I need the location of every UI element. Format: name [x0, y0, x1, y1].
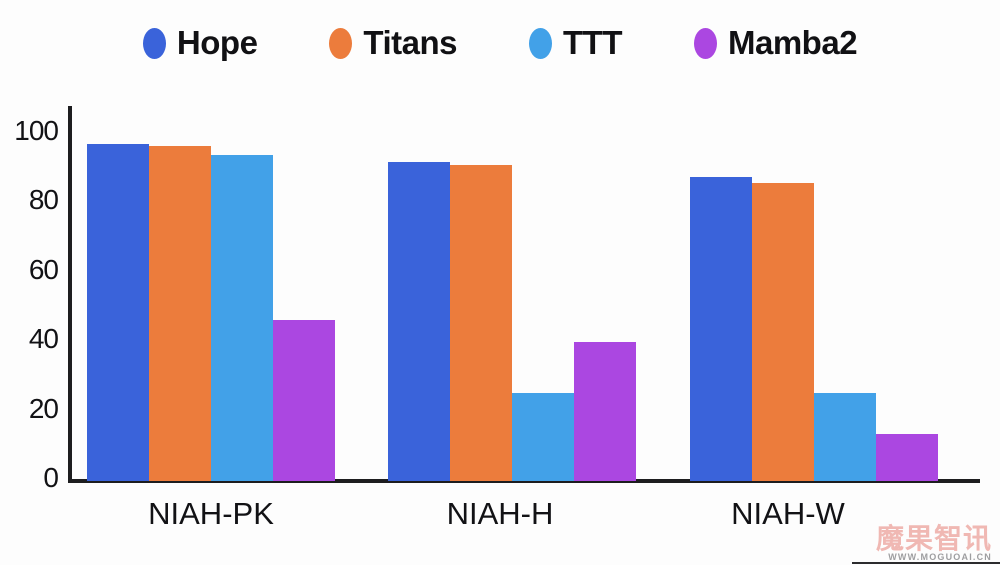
y-tick-label-40: 40 [28, 323, 59, 355]
y-tick-label-100: 100 [14, 115, 59, 146]
bar-mamba2-niah-w [876, 434, 938, 481]
bar-ttt-niah-w [814, 392, 876, 481]
bottom-edge-line [852, 561, 1000, 564]
y-axis-line [68, 106, 72, 483]
x-axis-line [68, 479, 980, 483]
bar-titans-niah-pk [149, 146, 211, 481]
legend-label: Titans [363, 24, 458, 61]
legend-item-titans: Titans [329, 24, 458, 62]
bar-ttt-niah-h [512, 392, 574, 481]
bar-hope-niah-pk [87, 144, 149, 481]
y-tick-label-60: 60 [28, 253, 59, 285]
y-tick-label-0: 0 [43, 462, 59, 493]
legend-marker-ttt [529, 27, 553, 59]
x-category-label-niah-h: NIAH-H [446, 496, 554, 531]
chart-legend: Hope Titans TTT Mamba2 [0, 22, 1000, 64]
bar-mamba2-niah-pk [273, 319, 335, 481]
legend-label: TTT [563, 24, 622, 61]
y-tick-label-80: 80 [28, 184, 59, 216]
legend-item-mamba2: Mamba2 [694, 24, 858, 62]
legend-marker-mamba2 [694, 27, 717, 59]
legend-marker-titans [329, 27, 353, 59]
x-category-label-niah-pk: NIAH-PK [148, 496, 274, 531]
legend-label: Hope [176, 24, 258, 61]
bar-titans-niah-h [450, 165, 512, 481]
legend-item-hope: Hope [142, 24, 258, 62]
bar-titans-niah-w [752, 182, 814, 481]
y-tick-label-20: 20 [28, 392, 59, 424]
bar-hope-niah-h [388, 161, 450, 481]
legend-marker-hope [142, 27, 166, 59]
legend-item-ttt: TTT [529, 24, 622, 62]
bar-ttt-niah-pk [211, 154, 273, 481]
bar-hope-niah-w [690, 177, 752, 481]
bar-mamba2-niah-h [574, 342, 636, 481]
x-category-label-niah-w: NIAH-W [731, 496, 845, 531]
legend-label: Mamba2 [728, 24, 858, 61]
